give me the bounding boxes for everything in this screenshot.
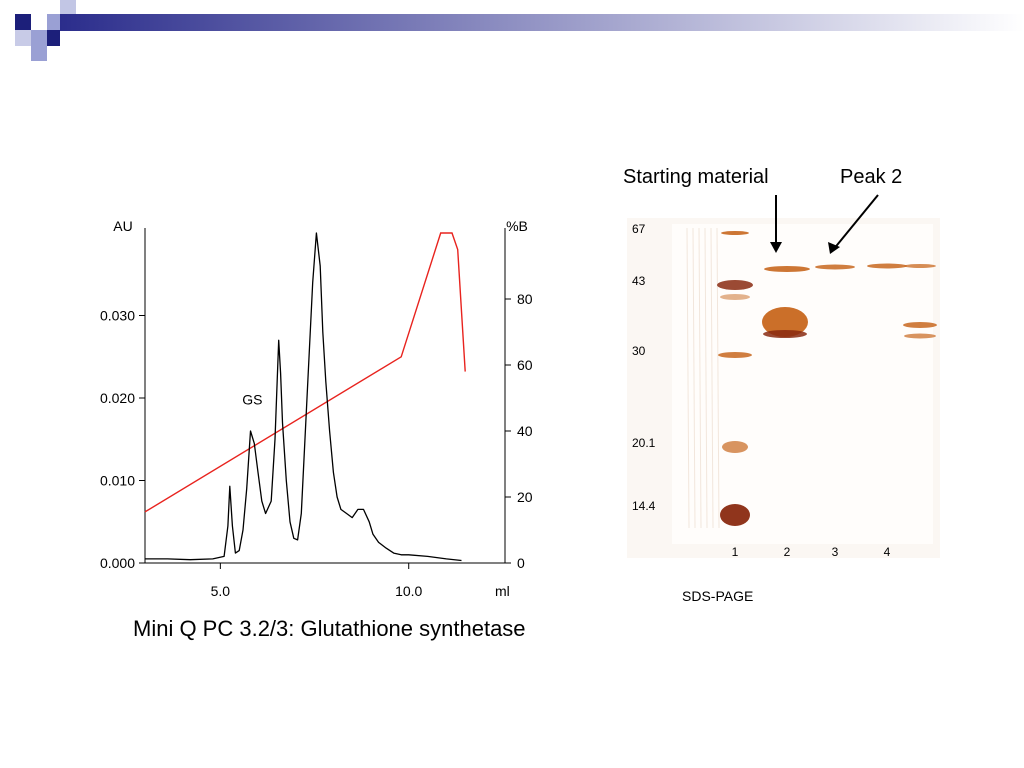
y-axis-label: AU — [113, 218, 132, 234]
gel-lane-area — [672, 224, 933, 544]
gel-lane-number: 3 — [832, 545, 839, 559]
gel-lane-number: 4 — [884, 545, 891, 559]
protein-band — [762, 307, 808, 337]
slide-header-bar — [15, 0, 1024, 61]
gel-caption: SDS-PAGE — [682, 588, 754, 604]
gel-lane-number: 2 — [784, 545, 791, 559]
peak-annotation-gs: GS — [242, 392, 262, 408]
gel-smear — [710, 227, 714, 529]
slide-caption: Mini Q PC 3.2/3: Glutathione synthetase — [133, 616, 526, 641]
y2-tick-label: 60 — [517, 357, 533, 373]
gel-smear — [716, 227, 720, 529]
protein-band — [904, 264, 936, 268]
peak-2-arrowhead — [828, 242, 840, 254]
molecular-weight-marker-label: 30 — [632, 344, 646, 358]
marker-band — [720, 504, 750, 526]
marker-band — [720, 294, 750, 300]
molecular-weight-marker-label: 43 — [632, 274, 646, 288]
arrow-label-peak-2: Peak 2 — [840, 166, 902, 188]
marker-band — [722, 441, 748, 453]
protein-band — [815, 264, 855, 270]
y-tick-label: 0.010 — [100, 473, 135, 489]
gel-smear — [698, 227, 702, 529]
marker-band — [721, 231, 749, 235]
x-axis-label: ml — [495, 583, 510, 599]
header-gradient — [60, 14, 1024, 31]
x-tick-label: 10.0 — [395, 583, 422, 599]
x-tick-label: 5.0 — [211, 583, 231, 599]
gradient-percent-b-line — [144, 232, 466, 513]
protein-band — [764, 266, 810, 272]
gel-smear — [692, 227, 696, 529]
protein-band — [904, 333, 936, 339]
check-pattern-logo — [15, 0, 76, 61]
marker-band — [718, 352, 752, 358]
y2-tick-label: 0 — [517, 555, 525, 571]
chromatogram-chart: AU %B ml 0.000 0.010 0.020 0.030 0 20 40 60 80 5.0 10… — [100, 218, 533, 599]
molecular-weight-marker-label: 14.4 — [632, 499, 656, 513]
molecular-weight-marker-label: 67 — [632, 222, 646, 236]
protein-band — [903, 322, 937, 328]
arrow-label-starting-material: Starting material — [623, 166, 769, 188]
molecular-weight-marker-label: 20.1 — [632, 436, 656, 450]
starting-material-arrowhead — [770, 242, 782, 253]
y2-tick-label: 20 — [517, 489, 533, 505]
protein-band — [763, 330, 807, 338]
gel-smear — [704, 227, 708, 529]
peak-2-arrow — [832, 194, 879, 251]
y2-tick-label: 80 — [517, 291, 533, 307]
y2-tick-label: 40 — [517, 423, 533, 439]
y-tick-label: 0.020 — [100, 390, 135, 406]
sds-page-gel: 67 43 30 20.1 14.4 1 2 3 4 Starting material Peak … — [623, 166, 940, 559]
protein-band — [867, 263, 907, 269]
marker-band — [717, 280, 753, 290]
absorbance-trace-line — [145, 232, 462, 562]
gel-lane-number: 1 — [732, 545, 739, 559]
y-tick-label: 0.000 — [100, 555, 135, 571]
y-tick-label: 0.030 — [100, 308, 135, 324]
y2-axis-label: %B — [506, 218, 528, 234]
gel-smear — [686, 227, 690, 529]
